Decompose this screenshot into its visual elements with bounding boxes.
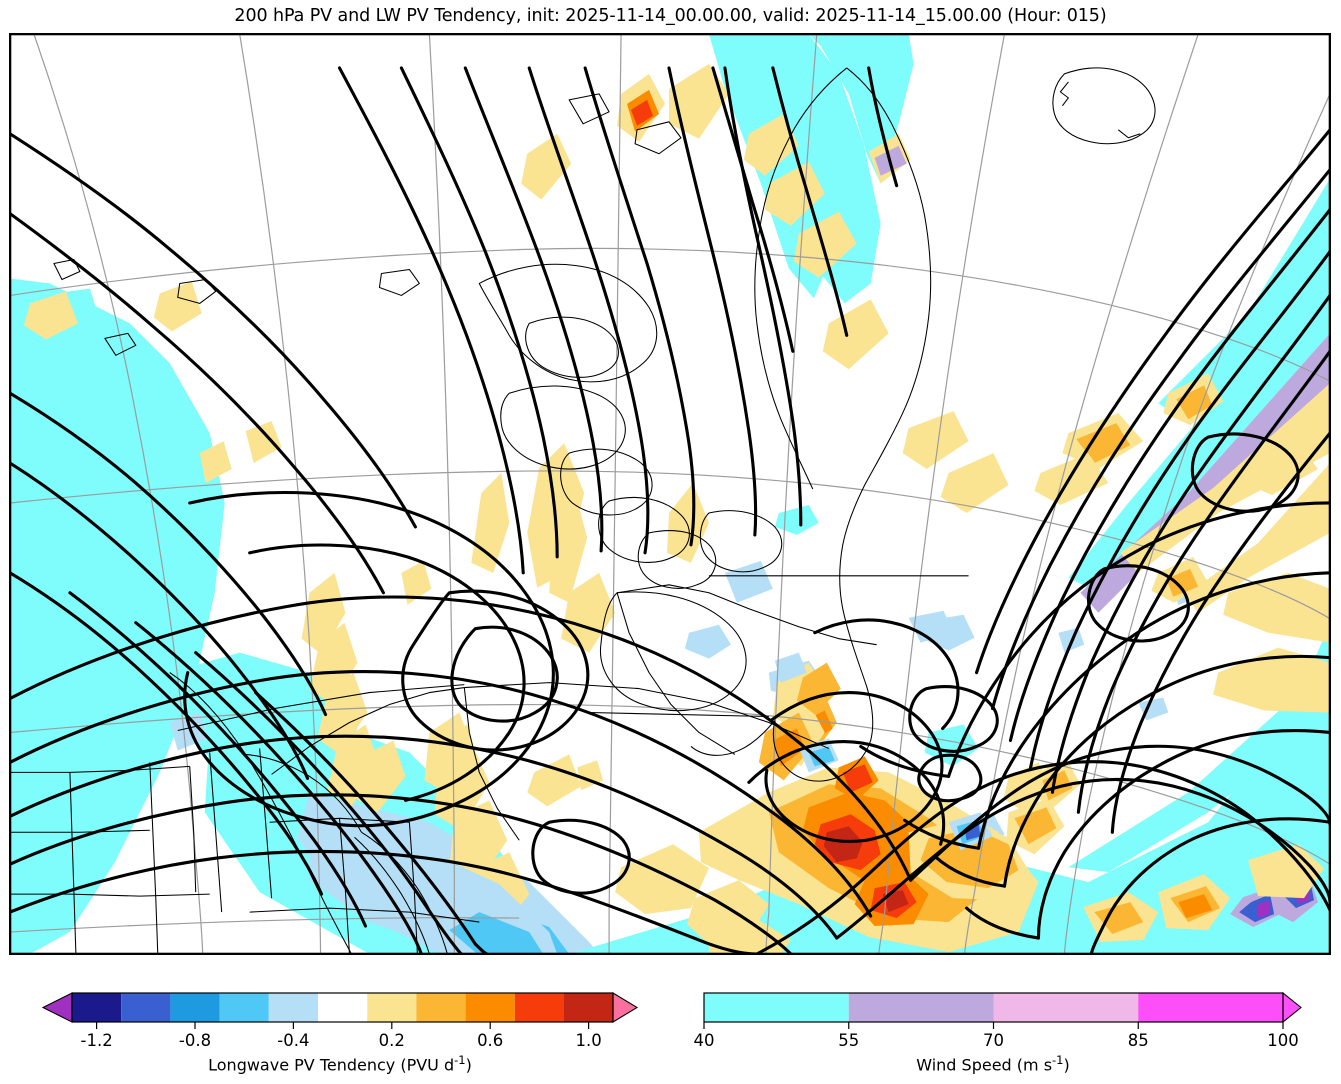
cbar-pv-seg-4 [268, 993, 318, 1022]
cbar-wind-outline [703, 992, 1284, 1023]
cbar-pv-axis-label-tail: ) [465, 1055, 472, 1075]
cbar-pv-axis-label-main: Longwave PV Tendency (PVU d [208, 1055, 455, 1075]
pv-contour-layer [10, 66, 1330, 954]
cbar-wind-over-arrow [1282, 991, 1302, 1024]
cbar-wind-axis-label-exp: -1 [1052, 1053, 1064, 1067]
cbar-wind-seg-0 [704, 993, 849, 1022]
cbar-pv-over-arrow [612, 992, 639, 1023]
cbar-pv-axis-label: Longwave PV Tendency (PVU d-1) [0, 1053, 680, 1074]
cbar-wind-seg-2 [993, 993, 1139, 1022]
coastline-layer [10, 67, 1156, 954]
cbar-pv-axis-label-exp: -1 [454, 1053, 466, 1067]
cbar-pv-ticklabel-2: -0.4 [277, 1031, 310, 1050]
cbar-pv-outline [71, 992, 614, 1023]
cbar-wind-seg-1 [848, 993, 994, 1022]
cbar-pv-seg-10 [564, 993, 613, 1022]
cbar-pv-seg-1 [121, 993, 171, 1022]
cbar-pv-ticklabel-3: 0.2 [378, 1031, 405, 1050]
cbar-pv-seg-3 [219, 993, 269, 1022]
cbar-pv-seg-8 [465, 993, 515, 1022]
cbar-wind-ticklabel-2: 70 [983, 1031, 1004, 1050]
cbar-pv-seg-9 [514, 993, 564, 1022]
cbar-pv-seg-6 [367, 993, 417, 1022]
cbar-pv-seg-0 [72, 993, 122, 1022]
cbar-pv-ticklabel-5: 1.0 [575, 1031, 602, 1050]
cbar-pv-seg-2 [170, 993, 220, 1022]
cbar-pv-under-arrow [41, 992, 73, 1023]
map-plot-area[interactable] [9, 33, 1331, 955]
cbar-pv-ticklabel-0: -1.2 [80, 1031, 113, 1050]
cbar-wind-ticklabel-0: 40 [693, 1031, 715, 1050]
cbar-pv-ticklabel-4: 0.6 [477, 1031, 504, 1050]
cbar-wind-seg-3 [1138, 993, 1283, 1022]
cbar-pv-ticklabel-1: -0.8 [178, 1031, 212, 1050]
cbar-wind-axis-label: Wind Speed (m s-1) [693, 1053, 1293, 1074]
page-title: 200 hPa PV and LW PV Tendency, init: 202… [234, 6, 1107, 26]
cbar-wind-ticklabel-3: 85 [1127, 1031, 1149, 1050]
cbar-wind-ticklabel-1: 55 [838, 1031, 860, 1050]
cbar-pv-seg-5 [318, 993, 368, 1022]
cbar-wind-axis-label-tail: ) [1063, 1055, 1070, 1075]
cbar-wind-ticklabel-4: 100 [1267, 1031, 1299, 1050]
map-frame [10, 34, 1330, 954]
cbar-wind-axis-label-main: Wind Speed (m s [916, 1055, 1053, 1075]
cbar-pv-seg-7 [416, 993, 466, 1022]
map-canvas [10, 34, 1330, 954]
